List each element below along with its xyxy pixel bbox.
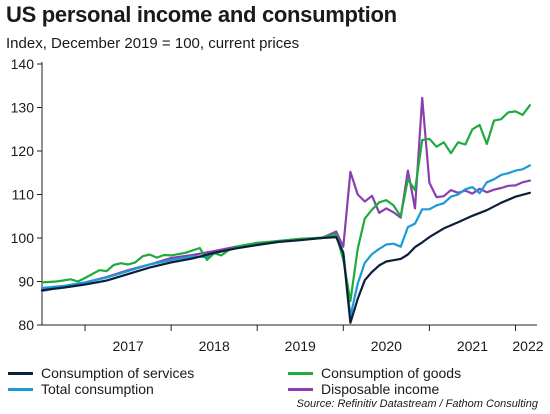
y-tick-label: 110 — [12, 187, 35, 203]
y-tick-label: 120 — [11, 143, 35, 159]
x-tick-label: 2018 — [199, 338, 230, 354]
legend-label-goods: Consumption of goods — [321, 365, 462, 381]
y-tick-label: 130 — [11, 100, 35, 116]
legend-swatch-income — [288, 387, 313, 391]
x-tick-label: 2017 — [113, 338, 144, 354]
y-tick-label: 80 — [18, 317, 34, 333]
chart-title: US personal income and consumption — [6, 2, 397, 27]
legend-swatch-goods — [288, 371, 313, 375]
legend-item-goods: Consumption of goods — [288, 365, 461, 381]
legend-item-total: Total consumption — [8, 381, 154, 397]
chart-legend: Consumption of services Consumption of g… — [0, 360, 550, 397]
series-line-consumption-of-goods — [40, 104, 531, 303]
x-tick-label: 2021 — [457, 338, 488, 354]
legend-item-services: Consumption of services — [8, 365, 194, 381]
legend-swatch-services — [8, 371, 33, 375]
source-note: Source: Refinitiv Datastream / Fathom Co… — [296, 398, 539, 410]
y-tick-label: 140 — [11, 56, 35, 72]
series-line-consumption-of-services — [40, 191, 531, 324]
y-tick-label: 90 — [18, 274, 34, 290]
legend-item-income: Disposable income — [288, 381, 439, 397]
chart-subtitle: Index, December 2019 = 100, current pric… — [6, 35, 300, 52]
legend-label-income: Disposable income — [321, 381, 440, 397]
x-tick-label: 2020 — [371, 338, 402, 354]
x-tick-label: 2019 — [285, 338, 316, 354]
legend-label-total: Total consumption — [41, 381, 154, 397]
y-tick-label: 100 — [11, 230, 35, 246]
legend-swatch-total — [8, 387, 33, 391]
legend-label-services: Consumption of services — [41, 365, 195, 381]
series-line-disposable-income — [40, 96, 531, 293]
line-chart: 80 90 100 110 120 130 140 2017 2018 2019 2020 2021 2… — [11, 56, 544, 354]
series-line-total-consumption — [40, 164, 531, 318]
x-tick-label: 2022 — [512, 338, 543, 354]
